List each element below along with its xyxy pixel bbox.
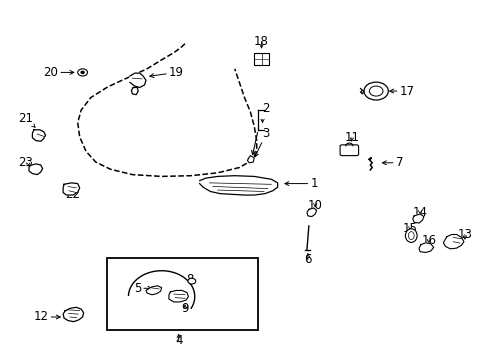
- Text: 20: 20: [43, 66, 74, 79]
- Polygon shape: [63, 183, 80, 195]
- Text: 8: 8: [186, 273, 193, 286]
- Polygon shape: [131, 87, 138, 95]
- Text: 18: 18: [254, 35, 268, 49]
- Polygon shape: [130, 73, 146, 87]
- Text: 9: 9: [181, 302, 188, 315]
- Bar: [107, 258, 258, 330]
- Polygon shape: [63, 307, 83, 321]
- Polygon shape: [247, 156, 254, 163]
- Ellipse shape: [407, 231, 413, 239]
- Text: 6: 6: [304, 253, 311, 266]
- Text: 7: 7: [382, 156, 402, 169]
- Text: 1: 1: [285, 177, 317, 190]
- Polygon shape: [32, 130, 45, 141]
- FancyBboxPatch shape: [339, 145, 358, 156]
- Text: 3: 3: [254, 127, 269, 157]
- Ellipse shape: [405, 229, 416, 242]
- Text: 19: 19: [149, 66, 183, 79]
- Text: 13: 13: [457, 228, 471, 241]
- Circle shape: [368, 86, 382, 96]
- Text: 11: 11: [344, 131, 359, 144]
- Text: 16: 16: [421, 234, 435, 247]
- Bar: [254, 53, 268, 64]
- Polygon shape: [443, 234, 463, 249]
- Text: 2: 2: [262, 102, 269, 115]
- Text: 5: 5: [134, 282, 152, 295]
- Text: 15: 15: [402, 222, 417, 235]
- Circle shape: [78, 69, 87, 76]
- Text: 10: 10: [307, 199, 322, 212]
- Circle shape: [187, 278, 195, 284]
- Polygon shape: [29, 164, 42, 175]
- Text: 12: 12: [33, 310, 60, 324]
- Polygon shape: [418, 243, 433, 252]
- Polygon shape: [412, 214, 423, 223]
- Text: 17: 17: [389, 85, 414, 98]
- Polygon shape: [199, 176, 277, 195]
- Text: 23: 23: [19, 156, 33, 169]
- Polygon shape: [146, 286, 161, 295]
- Text: 4: 4: [175, 334, 182, 347]
- Polygon shape: [306, 208, 316, 217]
- Text: 21: 21: [19, 112, 34, 125]
- Circle shape: [81, 71, 84, 73]
- Circle shape: [363, 82, 387, 100]
- Text: 14: 14: [412, 206, 427, 219]
- Polygon shape: [168, 291, 188, 302]
- Text: 22: 22: [65, 188, 80, 201]
